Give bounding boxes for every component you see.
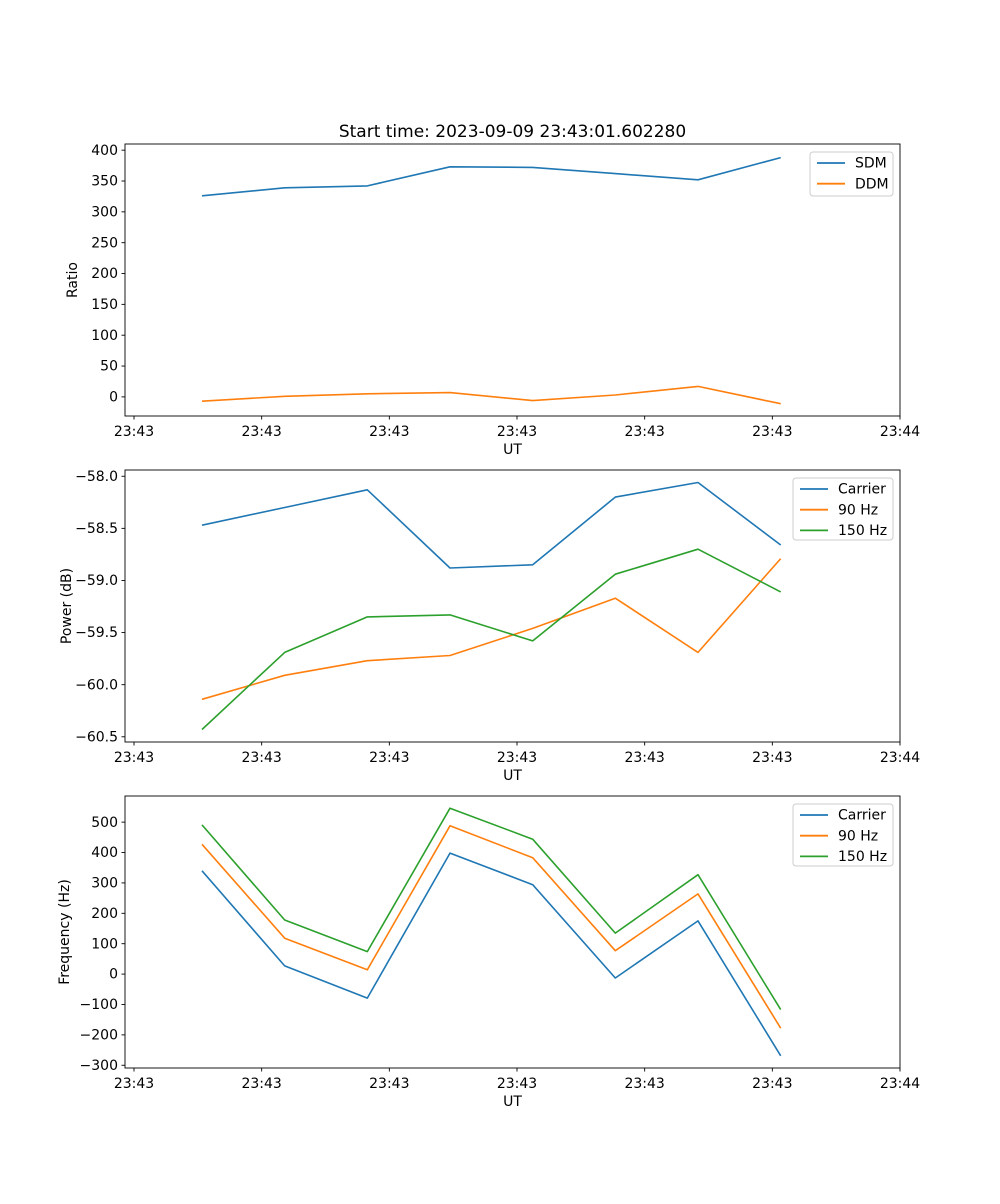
x-tick-label: 23:43 xyxy=(752,1076,792,1092)
legend-box xyxy=(792,477,894,541)
legend-label: 150 Hz xyxy=(838,523,887,539)
y-tick-label: 300 xyxy=(91,204,118,220)
y-tick-label: −200 xyxy=(80,1027,118,1043)
y-axis-label: Ratio xyxy=(65,262,81,298)
legend-label: 150 Hz xyxy=(838,849,887,865)
x-axis-label: UT xyxy=(503,442,522,458)
frequency-chart: 500 400 300 200 100 0 −100 −200 −300 23:43 23:43 23… xyxy=(57,795,920,1110)
x-tick-label: 23:43 xyxy=(497,424,537,440)
y-tick-label: 400 xyxy=(91,845,118,861)
x-tick-label: 23:43 xyxy=(241,424,281,440)
y-tick-label: 400 xyxy=(91,143,118,159)
y-tick-label: −100 xyxy=(80,997,118,1013)
x-tick-label: 23:43 xyxy=(114,750,154,766)
y-tick-label: 0 xyxy=(109,389,118,405)
x-tick-label: 23:43 xyxy=(241,750,281,766)
y-tick-label: −60.0 xyxy=(75,677,118,693)
x-axis-label: UT xyxy=(503,768,522,784)
x-tick-label: 23:43 xyxy=(497,1076,537,1092)
power-chart: −58.0 −58.5 −59.0 −59.5 −60.0 −60.5 23:43 23:43… xyxy=(59,469,920,784)
x-tick-label: 23:43 xyxy=(241,1076,281,1092)
carrier-line xyxy=(201,852,782,1057)
y-tick-label: 100 xyxy=(91,328,118,344)
150-hz-line xyxy=(201,548,782,731)
ratio-chart: 400 350 300 250 200 150 100 50 0 23:43 23:43 23:43 2… xyxy=(65,143,920,458)
y-tick-label: 0 xyxy=(109,967,118,983)
figure-title: Start time: 2023-09-09 23:43:01.602280 xyxy=(339,122,686,142)
plot-frame xyxy=(124,469,901,743)
x-tick-label: 23:44 xyxy=(880,424,920,440)
x-tick-label: 23:43 xyxy=(369,750,409,766)
y-tick-label: 200 xyxy=(91,906,118,922)
x-tick-label: 23:43 xyxy=(369,424,409,440)
legend-label: SDM xyxy=(855,156,887,172)
y-tick-label: −58.0 xyxy=(75,469,118,485)
90-hz-line xyxy=(201,558,782,701)
legend-label: Carrier xyxy=(838,482,886,498)
y-axis-label: Frequency (Hz) xyxy=(57,879,73,985)
y-tick-label: 150 xyxy=(91,297,118,313)
x-tick-label: 23:44 xyxy=(880,750,920,766)
x-tick-label: 23:43 xyxy=(114,1076,154,1092)
x-tick-label: 23:43 xyxy=(624,750,664,766)
x-tick-label: 23:43 xyxy=(752,750,792,766)
y-tick-label: −59.0 xyxy=(75,573,118,589)
legend-box xyxy=(792,803,894,867)
x-tick-label: 23:43 xyxy=(114,424,154,440)
y-tick-label: 500 xyxy=(91,815,118,831)
y-tick-label: 200 xyxy=(91,266,118,282)
legend-label: 90 Hz xyxy=(838,828,878,844)
carrier-line xyxy=(201,481,782,569)
legend-label: DDM xyxy=(855,176,889,192)
x-tick-label: 23:43 xyxy=(624,1076,664,1092)
x-tick-label: 23:43 xyxy=(624,424,664,440)
x-tick-label: 23:43 xyxy=(497,750,537,766)
y-tick-label: −59.5 xyxy=(75,625,118,641)
x-tick-label: 23:44 xyxy=(880,1076,920,1092)
y-tick-label: 50 xyxy=(100,359,118,375)
y-tick-label: −58.5 xyxy=(75,521,118,537)
y-tick-label: 100 xyxy=(91,936,118,952)
ddm-line xyxy=(201,385,781,405)
x-axis-label: UT xyxy=(503,1094,522,1110)
legend-label: 90 Hz xyxy=(838,502,878,518)
sdm-line xyxy=(201,156,781,197)
x-tick-label: 23:43 xyxy=(752,424,792,440)
x-tick-label: 23:43 xyxy=(369,1076,409,1092)
y-tick-label: 300 xyxy=(91,876,118,892)
y-tick-label: −60.5 xyxy=(75,729,118,745)
90-hz-line xyxy=(201,824,782,1029)
plot-frame xyxy=(124,143,901,417)
plot-frame xyxy=(124,795,901,1069)
y-axis-label: Power (dB) xyxy=(59,568,75,644)
150-hz-line xyxy=(201,807,782,1011)
y-tick-label: −300 xyxy=(80,1058,118,1074)
y-tick-label: 250 xyxy=(91,235,118,251)
legend-label: Carrier xyxy=(838,808,886,824)
y-tick-label: 350 xyxy=(91,174,118,190)
